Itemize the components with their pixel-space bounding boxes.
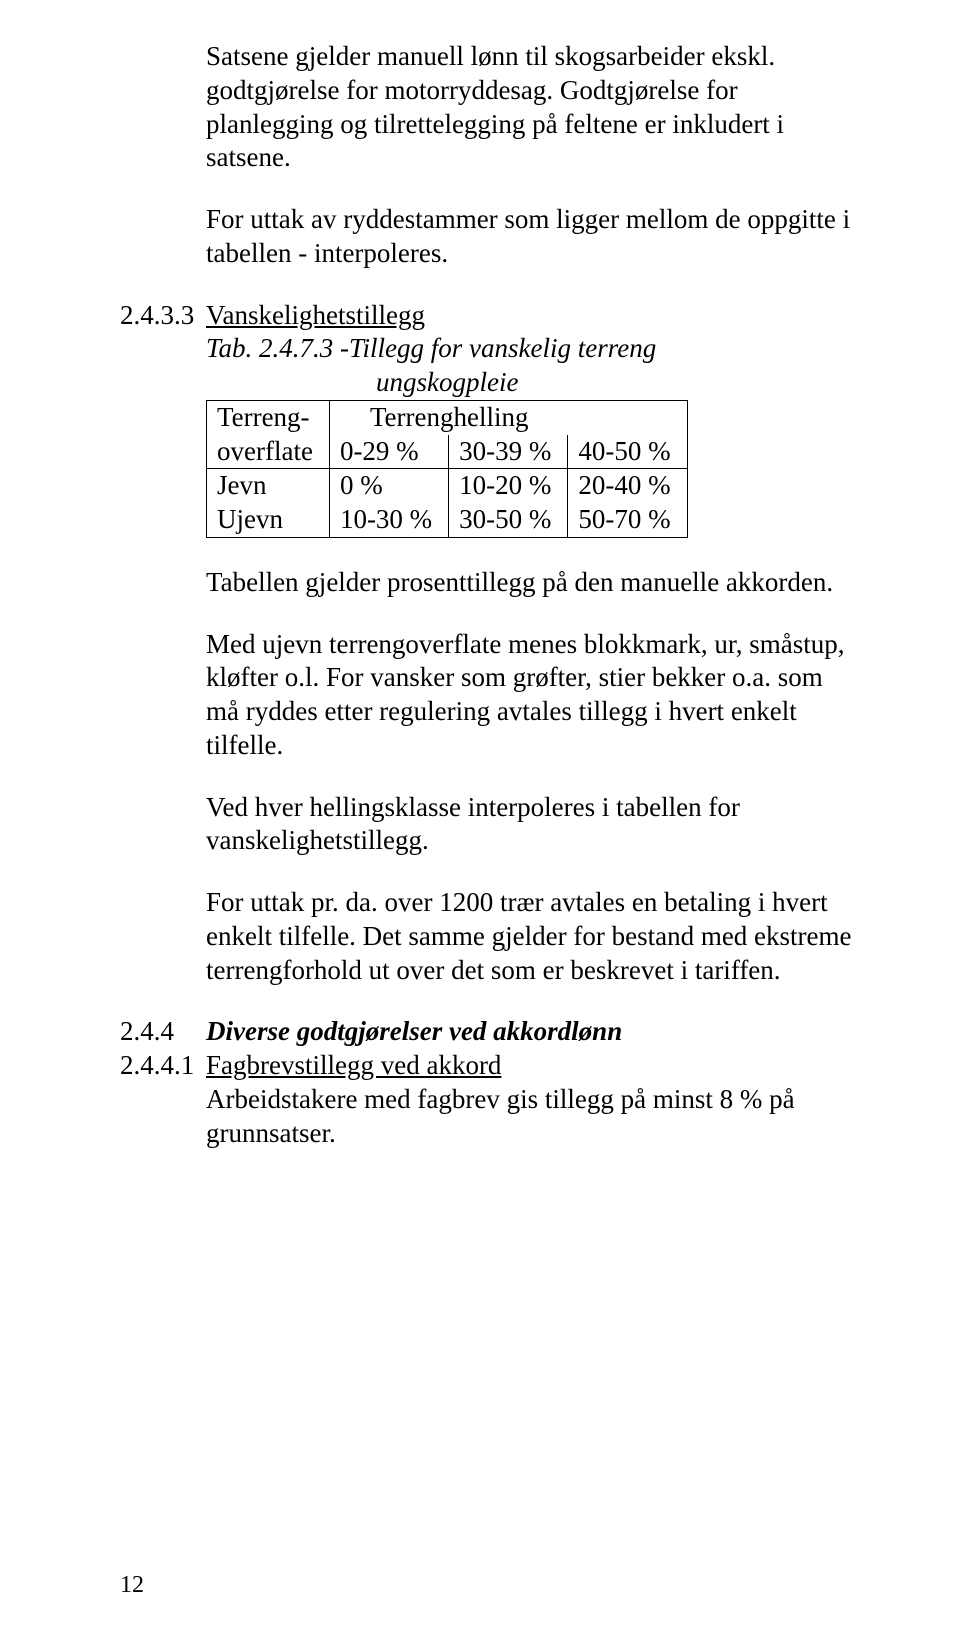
section-number: 2.4.4.1 — [120, 1049, 206, 1083]
section-2-4-4-1: 2.4.4.1 Fagbrevstillegg ved akkord — [120, 1049, 860, 1083]
paragraph-hellingsklasse: Ved hver hellingsklasse interpoleres i t… — [206, 791, 860, 859]
table-col-3: 40-50 % — [568, 435, 687, 469]
section-number: 2.4.3.3 — [120, 299, 206, 333]
table-cell: 10-20 % — [449, 469, 568, 503]
paragraph-interpolate: For uttak av ryddestammer som ligger mel… — [206, 203, 860, 271]
caption-line1: Tillegg for vanskelig terreng — [349, 333, 656, 363]
paragraph-prosenttillegg: Tabellen gjelder prosenttillegg på den m… — [206, 566, 860, 600]
paragraph-rates: Satsene gjelder manuell lønn til skogsar… — [206, 40, 860, 175]
section-title-bold-italic: Diverse godtgjørelser ved akkordlønn — [206, 1016, 622, 1046]
table-cell: 30-50 % — [449, 503, 568, 537]
table-col-1: 0-29 % — [329, 435, 448, 469]
page-number: 12 — [120, 1570, 144, 1600]
table-header-helling: Terrenghelling — [329, 400, 687, 434]
table-row-label: Ujevn — [207, 503, 330, 537]
section-title-underlined: Fagbrevstillegg ved akkord — [206, 1050, 501, 1080]
caption-prefix: Tab. 2.4.7.3 - — [206, 333, 349, 363]
table-col-2: 30-39 % — [449, 435, 568, 469]
section-2-4-4: 2.4.4 Diverse godtgjørelser ved akkordlø… — [120, 1015, 860, 1049]
table-row-label: Jevn — [207, 469, 330, 503]
table-cell: 50-70 % — [568, 503, 687, 537]
table-header-overflate-l1: Terreng- — [207, 400, 330, 434]
terrain-table: Terreng- Terrenghelling overflate 0-29 %… — [206, 400, 688, 538]
table-caption: Tab. 2.4.7.3 -Tillegg for vanskelig terr… — [206, 332, 860, 400]
table-cell: 0 % — [329, 469, 448, 503]
section-title-underlined: Vanskelighetstillegg — [206, 300, 425, 330]
section-2-4-3-3: 2.4.3.3 Vanskelighetstillegg — [120, 299, 860, 333]
table-cell: 20-40 % — [568, 469, 687, 503]
table-header-overflate-l2: overflate — [207, 435, 330, 469]
paragraph-ujevn: Med ujevn terrengoverflate menes blokkma… — [206, 628, 860, 763]
caption-line2: ungskogpleie — [206, 366, 518, 400]
section-number: 2.4.4 — [120, 1015, 206, 1049]
table-cell: 10-30 % — [329, 503, 448, 537]
paragraph-fagbrev: Arbeidstakere med fagbrev gis tillegg på… — [206, 1083, 860, 1151]
paragraph-uttak: For uttak pr. da. over 1200 trær avtales… — [206, 886, 860, 987]
